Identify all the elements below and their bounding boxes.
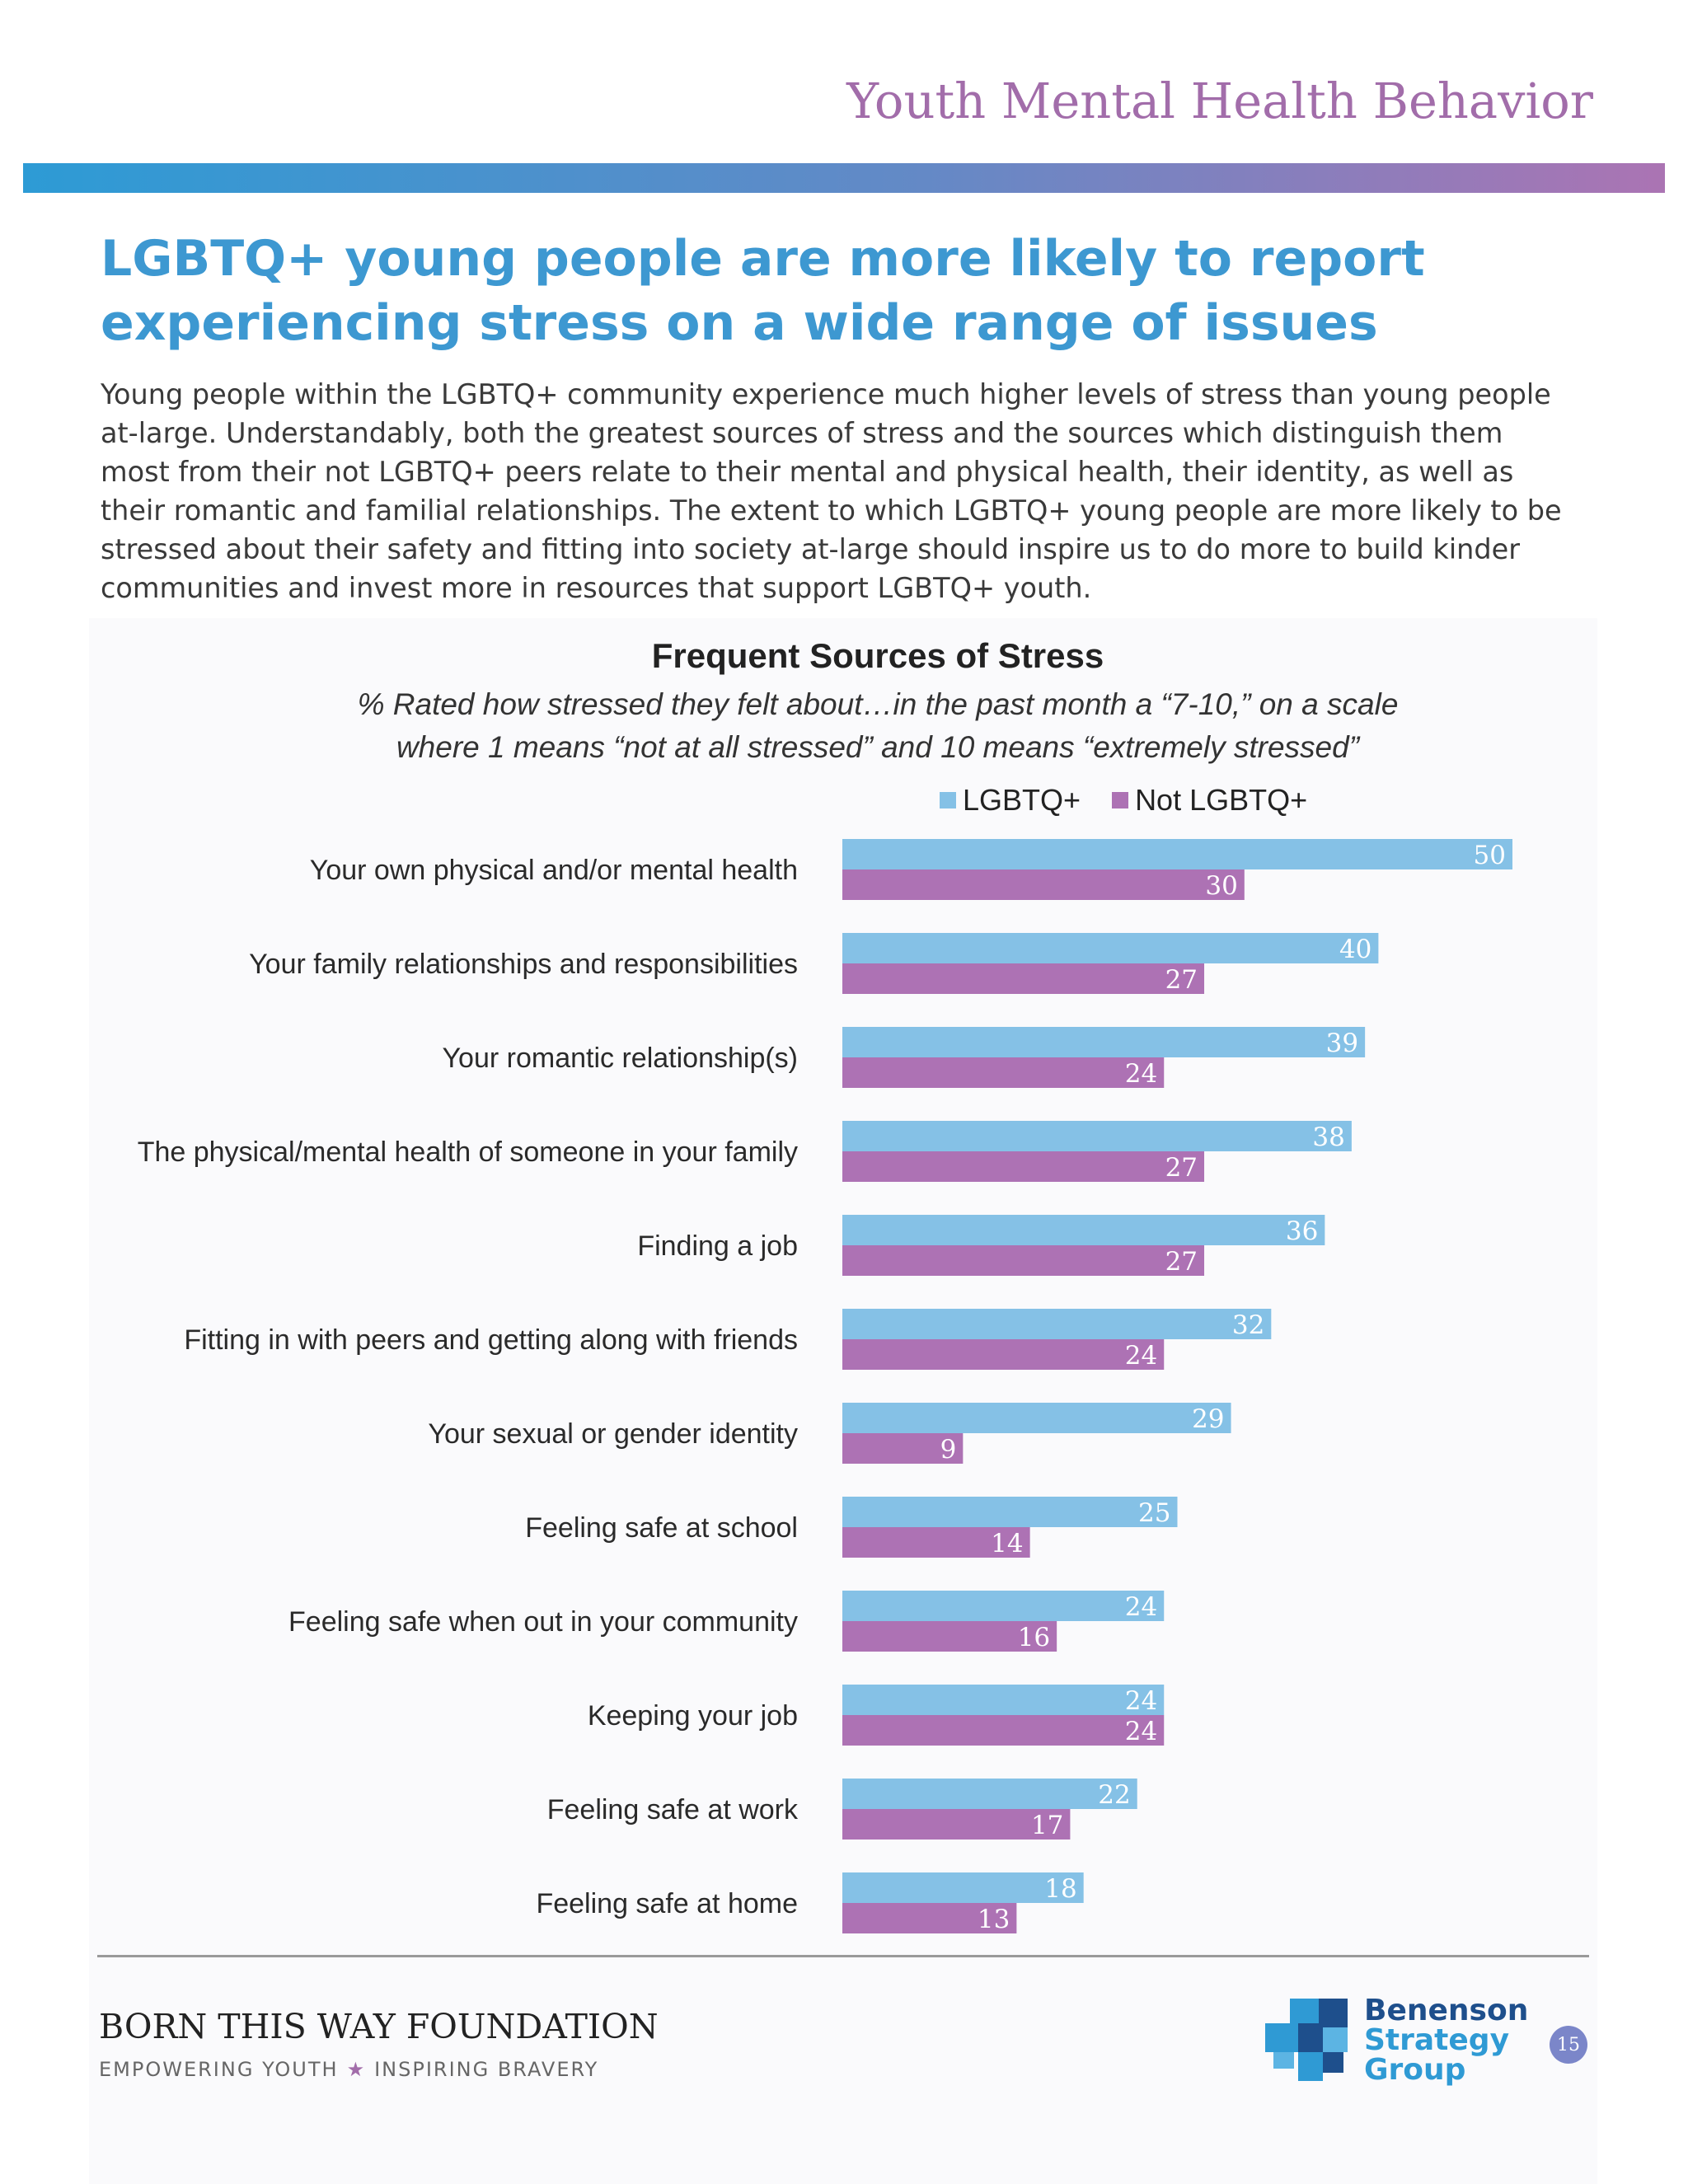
- category-label: Feeling safe at school: [525, 1512, 798, 1544]
- bar-not-lgbtq: [842, 1715, 1165, 1746]
- bar-lgbtq: [842, 1497, 1178, 1527]
- bar-not-lgbtq: [842, 1809, 1071, 1840]
- data-label-not-lgbtq: 27: [1165, 965, 1198, 995]
- data-label-not-lgbtq: 27: [1165, 1153, 1198, 1183]
- data-label-not-lgbtq: 16: [1018, 1623, 1050, 1652]
- benenson-logo-icon: [1265, 1999, 1348, 2081]
- legend-swatch-not-lgbtq: [1112, 792, 1129, 808]
- data-label-lgbtq: 40: [1339, 935, 1372, 964]
- foundation-tagline: EMPOWERING YOUTH ★ INSPIRING BRAVERY: [99, 2058, 598, 2081]
- data-label-lgbtq: 22: [1098, 1780, 1130, 1810]
- category-label: Your own physical and/or mental health: [310, 855, 798, 886]
- legend-item-lgbtq: LGBTQ+: [940, 783, 1081, 818]
- bar-lgbtq: [842, 839, 1512, 869]
- page-number-badge: 15: [1550, 2026, 1587, 2064]
- header-gradient-bar: [23, 163, 1665, 193]
- data-label-not-lgbtq: 17: [1031, 1811, 1063, 1840]
- chart-title: Frequent Sources of Stress: [651, 636, 1104, 675]
- data-label-lgbtq: 24: [1125, 1686, 1157, 1716]
- bar-lgbtq: [842, 1872, 1084, 1903]
- data-label-lgbtq: 25: [1138, 1498, 1170, 1528]
- bar-chart: Your own physical and/or mental health 50…: [138, 839, 1512, 1934]
- data-label-not-lgbtq: 30: [1205, 871, 1237, 901]
- bar-not-lgbtq: [842, 1433, 964, 1464]
- category-label: The physical/mental health of someone in…: [138, 1137, 798, 1168]
- category-label: Feeling safe at work: [547, 1794, 799, 1825]
- partner-name-line1: Benenson: [1364, 1994, 1529, 2027]
- bar-lgbtq: [842, 1779, 1137, 1809]
- partner-name-line3: Group: [1364, 2053, 1466, 2087]
- page-headline: LGBTQ+ young people are more likely to r…: [101, 230, 1425, 352]
- bar-lgbtq: [842, 1215, 1325, 1245]
- data-label-not-lgbtq: 24: [1125, 1059, 1157, 1089]
- section-title: Youth Mental Health Behavior: [846, 73, 1593, 129]
- category-label: Feeling safe at home: [536, 1888, 798, 1919]
- legend-label-not-lgbtq: Not LGBTQ+: [1135, 783, 1308, 817]
- partner-name: Benenson Strategy Group: [1364, 1996, 1528, 2085]
- bar-not-lgbtq: [842, 1245, 1205, 1276]
- data-label-not-lgbtq: 27: [1165, 1247, 1198, 1277]
- category-label: Your romantic relationship(s): [443, 1043, 799, 1074]
- data-label-lgbtq: 36: [1286, 1216, 1318, 1246]
- data-label-not-lgbtq: 9: [940, 1435, 957, 1465]
- bar-not-lgbtq: [842, 869, 1245, 900]
- bar-lgbtq: [842, 1403, 1231, 1433]
- tagline-right: INSPIRING BRAVERY: [374, 2058, 599, 2081]
- category-label: Your sexual or gender identity: [428, 1418, 798, 1450]
- data-label-lgbtq: 29: [1192, 1404, 1224, 1434]
- bar-not-lgbtq: [842, 963, 1205, 994]
- data-label-not-lgbtq: 13: [978, 1905, 1010, 1934]
- category-label: Your family relationships and responsibi…: [249, 949, 798, 980]
- chart-subtitle-line2: where 1 means “not at all stressed” and …: [396, 730, 1360, 764]
- intro-paragraph: Young people within the LGBTQ+ community…: [101, 378, 1562, 604]
- data-label-lgbtq: 39: [1326, 1029, 1358, 1058]
- bar-lgbtq: [842, 1685, 1165, 1715]
- chart-subtitle: % Rated how stressed they felt about…in …: [0, 683, 1688, 769]
- category-label: Finding a job: [637, 1230, 798, 1262]
- category-label: Keeping your job: [588, 1700, 798, 1732]
- legend-item-not-lgbtq: Not LGBTQ+: [1112, 783, 1307, 818]
- chart-subtitle-line1: % Rated how stressed they felt about…in …: [357, 687, 1399, 721]
- chart-legend: LGBTQ+ Not LGBTQ+: [940, 783, 1339, 818]
- bar-lgbtq: [842, 1121, 1352, 1151]
- bar-not-lgbtq: [842, 1057, 1165, 1088]
- bar-not-lgbtq: [842, 1151, 1205, 1182]
- bar-lgbtq: [842, 1309, 1272, 1339]
- data-label-lgbtq: 18: [1044, 1874, 1076, 1904]
- category-label: Feeling safe when out in your community: [288, 1606, 798, 1638]
- data-label-lgbtq: 50: [1474, 841, 1506, 870]
- data-label-lgbtq: 32: [1232, 1310, 1264, 1340]
- data-label-not-lgbtq: 24: [1125, 1341, 1157, 1371]
- legend-label-lgbtq: LGBTQ+: [963, 783, 1081, 817]
- foundation-name: BORN THIS WAY FOUNDATION: [99, 2007, 659, 2046]
- bar-not-lgbtq: [842, 1339, 1165, 1370]
- star-icon: ★: [346, 2058, 367, 2081]
- data-label-not-lgbtq: 14: [991, 1529, 1023, 1558]
- bar-not-lgbtq: [842, 1903, 1017, 1933]
- data-label-lgbtq: 38: [1312, 1122, 1344, 1152]
- bar-lgbtq: [842, 1591, 1165, 1621]
- bar-not-lgbtq: [842, 1527, 1030, 1558]
- category-label: Fitting in with peers and getting along …: [184, 1324, 798, 1356]
- tagline-left: EMPOWERING YOUTH: [99, 2058, 339, 2081]
- bar-lgbtq: [842, 1027, 1366, 1057]
- data-label-not-lgbtq: 24: [1125, 1717, 1157, 1746]
- legend-swatch-lgbtq: [940, 792, 956, 808]
- footer-divider: [97, 1955, 1589, 1957]
- partner-name-line2: Strategy: [1364, 2023, 1510, 2057]
- bar-not-lgbtq: [842, 1621, 1057, 1652]
- bar-lgbtq: [842, 933, 1379, 963]
- data-label-lgbtq: 24: [1125, 1592, 1157, 1622]
